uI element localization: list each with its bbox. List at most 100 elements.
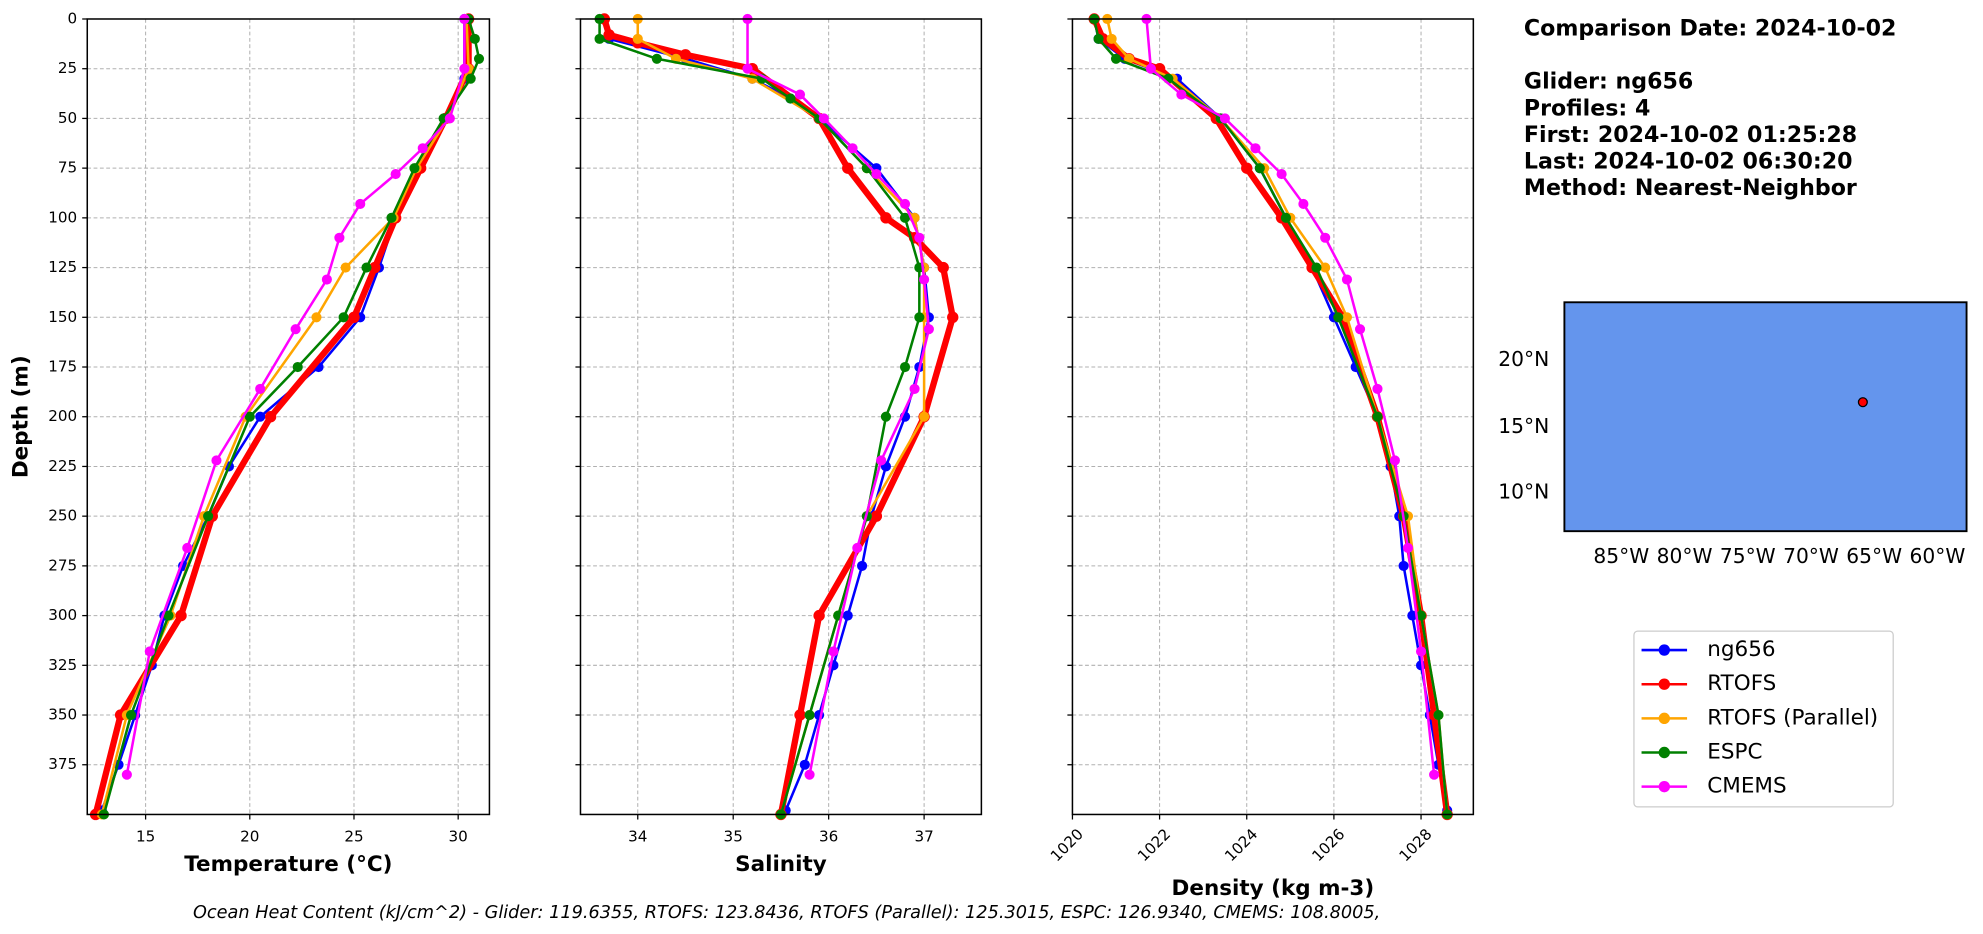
- profile-marker: [1398, 560, 1409, 571]
- y-tick-label: 175: [48, 358, 77, 376]
- lat-label: 10°N: [1498, 480, 1549, 504]
- profile-marker: [909, 383, 920, 394]
- y-tick-label: 200: [48, 407, 77, 425]
- profile-marker: [1372, 411, 1383, 422]
- profile-marker: [355, 198, 366, 209]
- profile-marker: [311, 312, 322, 323]
- profile-marker: [386, 212, 397, 223]
- profile-marker: [880, 212, 892, 224]
- profile-marker: [1354, 324, 1366, 335]
- profile-marker: [125, 709, 137, 721]
- profile-marker: [361, 262, 372, 273]
- axes-frame: [579, 18, 983, 816]
- x-tick-label: 35: [724, 828, 743, 846]
- profile-line: [1145, 18, 1436, 775]
- profile-marker: [1311, 262, 1322, 273]
- profile-marker: [651, 53, 662, 64]
- profile-marker: [1320, 232, 1331, 243]
- legend-label: RTOFS (Parallel): [1707, 705, 1878, 730]
- profile-marker: [1333, 312, 1344, 323]
- profile-marker: [1254, 163, 1265, 174]
- profile-marker: [340, 262, 351, 273]
- profile-marker: [1093, 33, 1104, 44]
- panel: 1020 1022 1024 1026 1028 Density (kg m-3): [1047, 13, 1475, 901]
- profile-marker: [1241, 162, 1253, 174]
- profile-marker: [1145, 63, 1156, 74]
- lon-label: 75°W: [1720, 544, 1776, 568]
- profile-marker: [1341, 274, 1353, 285]
- profile-marker: [804, 769, 815, 780]
- axes-frame: [86, 18, 491, 816]
- info-line: Last: 2024-10-02 06:30:20: [1524, 148, 1853, 174]
- profile-marker: [1110, 53, 1122, 64]
- profile-line: [1092, 18, 1449, 815]
- profile-marker: [1433, 709, 1444, 721]
- map-frame: [1563, 301, 1968, 533]
- y-tick-label: 50: [58, 109, 77, 127]
- legend-marker: [1658, 746, 1670, 759]
- y-tick-label: 25: [58, 59, 77, 77]
- profile-marker: [1429, 769, 1440, 780]
- profile-marker: [1280, 212, 1292, 223]
- profile-marker: [338, 312, 349, 323]
- profile-marker: [1415, 610, 1427, 621]
- profile-marker: [914, 312, 925, 323]
- profile-marker: [1219, 113, 1231, 124]
- x-axis-label: Density (kg m-3): [1172, 876, 1375, 901]
- info-line: Comparison Date: 2024-10-02: [1524, 16, 1897, 42]
- y-tick-label: 375: [48, 755, 77, 773]
- profile-marker: [899, 198, 911, 209]
- profile-marker: [785, 93, 796, 104]
- x-tick-label: 34: [628, 828, 647, 846]
- profile-marker: [594, 33, 605, 44]
- profile-marker: [163, 610, 174, 621]
- y-tick-label: 325: [48, 656, 77, 674]
- legend-label: CMEMS: [1707, 774, 1786, 799]
- profile-line: [100, 18, 466, 811]
- profile-marker: [679, 49, 692, 61]
- x-tick-label: 1020: [1047, 825, 1087, 865]
- info-line: Glider: ng656: [1524, 69, 1693, 95]
- profile-marker: [847, 143, 858, 154]
- y-tick-label: 75: [58, 159, 77, 177]
- profile-marker: [417, 143, 428, 154]
- profile-marker: [182, 542, 193, 554]
- profile-marker: [1389, 455, 1400, 466]
- legend-marker: [1658, 678, 1670, 690]
- x-tick-label: 37: [914, 828, 933, 846]
- profile-marker: [804, 709, 815, 721]
- profile-marker: [632, 33, 643, 44]
- x-tick-label: 20: [240, 828, 259, 846]
- profile-line: [601, 18, 956, 816]
- y-axis-label: Depth (m): [8, 355, 33, 478]
- lon-label: 65°W: [1846, 544, 1902, 568]
- profile-marker: [1402, 542, 1414, 554]
- x-tick-label: 30: [449, 828, 468, 846]
- profile-line: [603, 18, 931, 811]
- lon-label: 70°W: [1783, 544, 1839, 568]
- x-tick-label: 15: [136, 828, 155, 846]
- profile-marker: [255, 383, 266, 394]
- y-tick-label: 350: [48, 706, 77, 724]
- profile-marker: [947, 311, 959, 323]
- profile-marker: [1106, 33, 1117, 44]
- profile-marker: [914, 232, 925, 243]
- y-tick-label: 0: [67, 9, 77, 27]
- info-line: First: 2024-10-02 01:25:28: [1524, 122, 1857, 148]
- profile-marker: [203, 511, 214, 522]
- x-axis-label: Salinity: [735, 852, 827, 877]
- profile-marker: [1407, 610, 1418, 621]
- profile-marker: [1341, 312, 1353, 323]
- profile-marker: [444, 113, 455, 124]
- plot-area: [1088, 13, 1453, 821]
- lon-label: 85°W: [1593, 544, 1649, 568]
- profile-marker: [899, 212, 911, 223]
- profile-marker: [348, 311, 360, 323]
- y-tick-label: 225: [48, 457, 77, 475]
- x-tick-label: 1028: [1396, 825, 1436, 865]
- x-tick-label: 1024: [1221, 825, 1261, 865]
- panel: 34 35 36 37 Salinity: [575, 13, 983, 877]
- profile-marker: [1124, 53, 1135, 64]
- profile-marker: [870, 510, 883, 522]
- info-line: Profiles: 4: [1524, 95, 1650, 121]
